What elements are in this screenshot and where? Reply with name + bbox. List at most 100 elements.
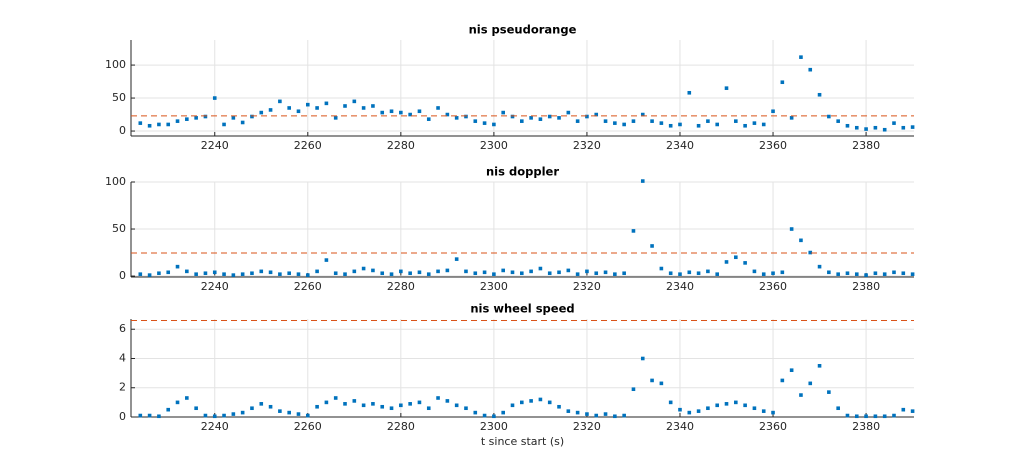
- marker: [389, 272, 394, 276]
- y-tick-label: 0: [119, 410, 126, 423]
- marker: [761, 409, 766, 413]
- marker: [845, 123, 850, 128]
- x-tick-label: 2360: [759, 420, 787, 433]
- marker: [352, 99, 357, 104]
- marker: [212, 270, 217, 275]
- marker: [752, 269, 757, 274]
- marker: [296, 272, 301, 276]
- marker: [640, 112, 645, 117]
- marker: [678, 407, 682, 412]
- marker: [371, 268, 375, 273]
- marker: [240, 120, 245, 125]
- marker: [194, 272, 198, 276]
- marker: [296, 412, 301, 416]
- marker: [566, 110, 571, 115]
- marker: [640, 179, 645, 183]
- marker: [417, 109, 422, 114]
- marker: [454, 257, 459, 261]
- marker: [240, 272, 245, 276]
- marker: [259, 110, 264, 115]
- marker: [864, 273, 868, 277]
- marker: [529, 116, 533, 120]
- marker: [194, 116, 198, 120]
- marker: [613, 121, 617, 125]
- x-tick-label: 2280: [387, 280, 415, 293]
- marker: [426, 117, 431, 121]
- marker: [222, 413, 226, 418]
- marker: [352, 269, 357, 274]
- marker: [873, 125, 878, 130]
- marker: [845, 271, 850, 276]
- marker: [575, 272, 580, 276]
- marker: [827, 114, 831, 119]
- marker: [771, 109, 775, 114]
- marker: [789, 227, 794, 231]
- marker: [268, 404, 273, 409]
- marker: [333, 271, 338, 276]
- marker: [696, 409, 701, 413]
- marker: [882, 414, 887, 419]
- marker: [259, 402, 264, 406]
- marker: [389, 109, 394, 114]
- marker: [147, 273, 152, 277]
- marker: [631, 119, 636, 123]
- marker: [780, 378, 785, 383]
- marker: [743, 403, 747, 408]
- marker: [566, 268, 571, 273]
- marker: [780, 80, 785, 85]
- marker: [882, 272, 887, 276]
- marker: [333, 116, 338, 120]
- marker: [622, 122, 626, 127]
- marker: [464, 269, 468, 274]
- x-tick-label: 2380: [852, 420, 880, 433]
- x-tick-label: 2360: [759, 280, 787, 293]
- x-tick-label: 2380: [852, 139, 880, 152]
- marker: [343, 104, 347, 108]
- marker: [696, 123, 701, 128]
- marker: [203, 271, 208, 276]
- marker: [706, 119, 710, 123]
- marker: [185, 117, 189, 121]
- marker: [147, 413, 152, 418]
- marker: [845, 413, 850, 418]
- marker: [473, 119, 478, 123]
- marker: [212, 96, 217, 100]
- marker: [185, 269, 189, 274]
- marker: [789, 368, 794, 372]
- marker: [250, 406, 254, 411]
- marker: [836, 119, 840, 123]
- y-tick-label: 100: [105, 58, 126, 71]
- marker: [408, 271, 412, 276]
- marker: [724, 260, 729, 264]
- marker: [743, 261, 747, 265]
- marker: [529, 399, 533, 403]
- x-tick-label: 2320: [573, 280, 601, 293]
- marker: [464, 114, 468, 119]
- marker: [417, 270, 422, 275]
- marker: [547, 271, 552, 276]
- marker: [668, 123, 673, 128]
- marker: [910, 272, 915, 276]
- marker: [454, 403, 459, 408]
- marker: [175, 119, 180, 123]
- marker: [305, 273, 310, 277]
- marker: [520, 119, 524, 123]
- x-tick-label: 2240: [201, 420, 229, 433]
- chart-title: nis doppler: [486, 165, 559, 179]
- marker: [436, 106, 440, 110]
- marker: [278, 99, 282, 104]
- marker: [426, 272, 431, 276]
- marker: [324, 400, 329, 405]
- marker: [175, 264, 180, 269]
- marker: [510, 114, 515, 119]
- marker: [296, 109, 301, 114]
- marker: [892, 270, 896, 275]
- marker: [771, 410, 775, 415]
- marker: [650, 378, 654, 383]
- marker: [724, 402, 729, 406]
- x-tick-label: 2300: [480, 280, 508, 293]
- x-tick-label: 2300: [480, 139, 508, 152]
- marker: [138, 121, 143, 125]
- x-tick-label: 2260: [294, 139, 322, 152]
